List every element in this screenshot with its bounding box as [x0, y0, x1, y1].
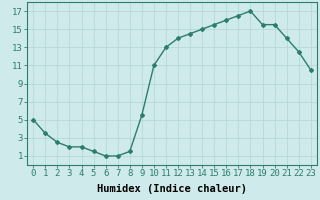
X-axis label: Humidex (Indice chaleur): Humidex (Indice chaleur): [97, 184, 247, 194]
